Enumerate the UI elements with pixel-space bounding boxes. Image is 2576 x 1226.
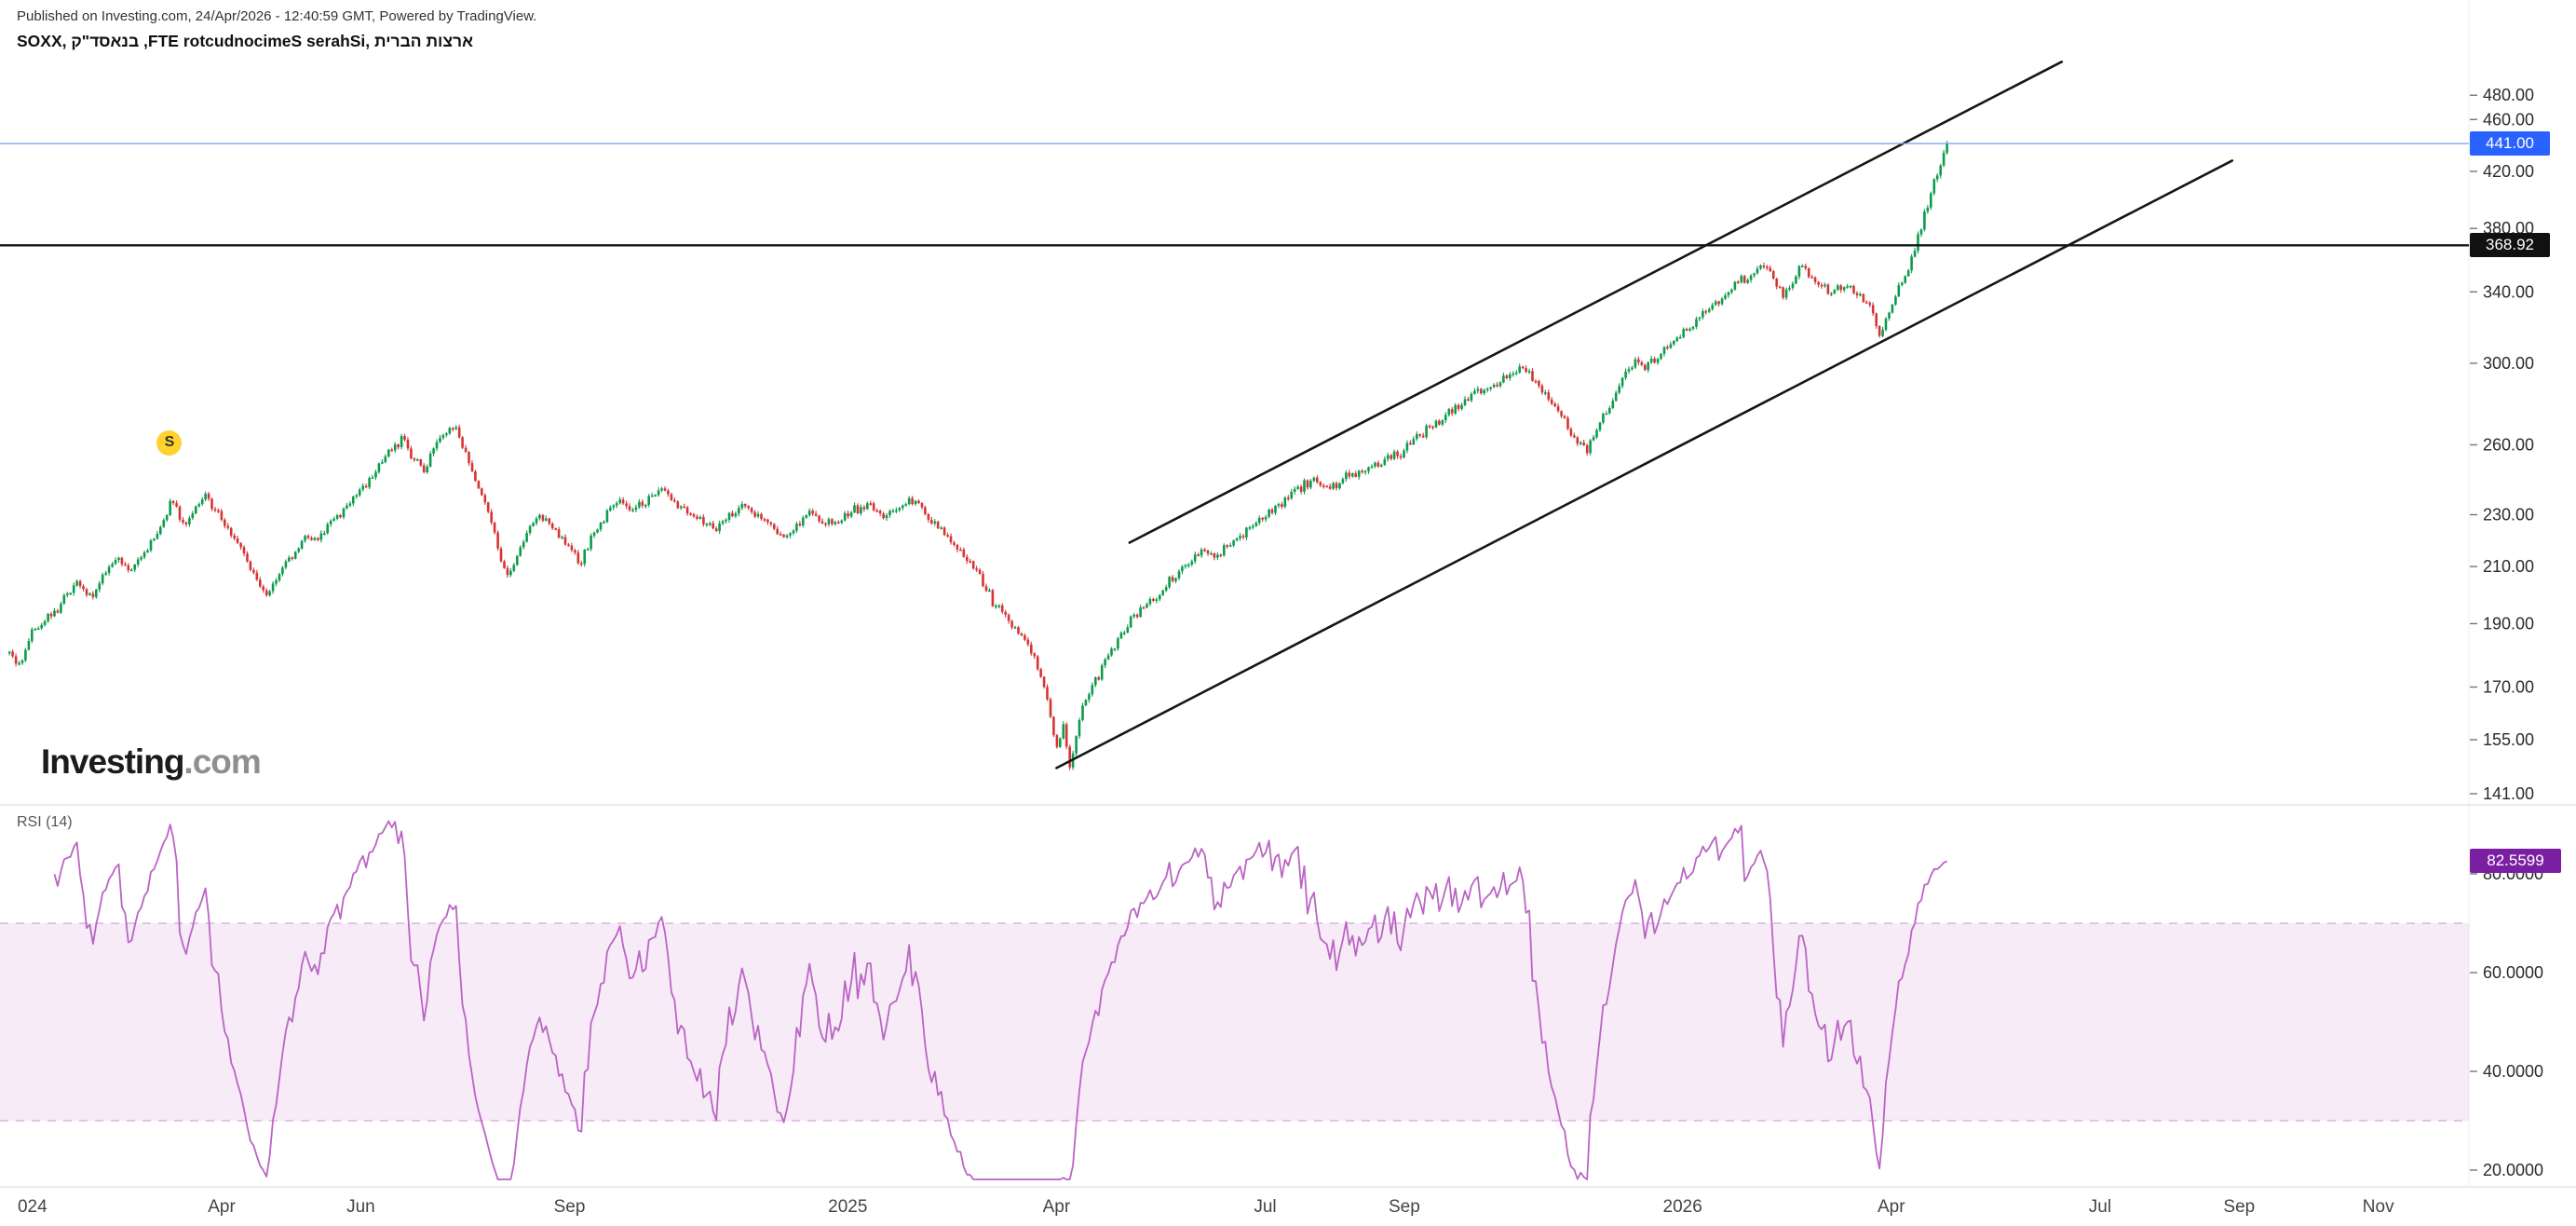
price-tick-label: 155.00 xyxy=(2483,730,2534,749)
price-tick-label: 460.00 xyxy=(2483,110,2534,129)
time-axis-label: Nov xyxy=(2363,1197,2394,1217)
price-tick-label: 141.00 xyxy=(2483,784,2534,803)
investing-logo: Investing.com xyxy=(41,742,262,782)
symbol-title: SOXX, ק"דסאנב ,FTE rotcudnocimeS serahSi… xyxy=(17,32,473,50)
publish-info: Published on Investing.com, 24/Apr/2026 … xyxy=(17,8,537,24)
price-tick-label: 190.00 xyxy=(2483,614,2534,633)
time-axis-label: 024 xyxy=(18,1197,47,1217)
price-tick-label: 420.00 xyxy=(2483,162,2534,181)
rsi-tick-label: 60.0000 xyxy=(2483,963,2543,982)
time-axis-label: Apr xyxy=(1878,1197,1905,1217)
time-axis-label: Jun xyxy=(346,1197,375,1217)
price-tick-label: 230.00 xyxy=(2483,505,2534,524)
time-axis: 024 Apr Jun Sep 2025 Apr Jul Sep 2026 Apr Jul Sep No… xyxy=(18,1197,2394,1217)
time-axis-label: Apr xyxy=(208,1197,236,1217)
time-axis-label: Sep xyxy=(2223,1197,2255,1217)
last-price-value: 441.00 xyxy=(2486,134,2534,153)
trend-channel xyxy=(1055,61,2234,770)
time-axis-label: 2025 xyxy=(828,1197,867,1217)
time-axis-label: Sep xyxy=(1389,1197,1420,1217)
split-marker: S xyxy=(156,429,183,456)
time-axis-label: Sep xyxy=(554,1197,586,1217)
rsi-tick-label: 40.0000 xyxy=(2483,1062,2543,1081)
price-tick-label: 170.00 xyxy=(2483,677,2534,696)
price-tick-label: 260.00 xyxy=(2483,435,2534,454)
time-axis-label: Apr xyxy=(1043,1197,1071,1217)
investing-logo-brand: Investing xyxy=(41,742,184,781)
price-tick-label: 210.00 xyxy=(2483,557,2534,576)
price-axis: 480.00 460.00 420.00 380.00 340.00 300.00 260.… xyxy=(2470,86,2543,1179)
price-tick-label: 380.00 xyxy=(2483,219,2534,238)
price-tick-label: 300.00 xyxy=(2483,354,2534,373)
pane-separators xyxy=(0,0,2576,1188)
rsi-band xyxy=(0,922,2469,1122)
rsi-value-badge: 82.5599 xyxy=(2470,849,2561,874)
time-axis-label: Jul xyxy=(2089,1197,2111,1217)
time-axis-label: Jul xyxy=(1254,1197,1276,1217)
rsi-indicator-label: RSI (14) xyxy=(17,814,73,830)
time-axis-label: 2026 xyxy=(1663,1197,1702,1217)
candlestick-series xyxy=(7,141,1948,770)
rsi-line xyxy=(53,820,1947,1180)
last-price-badge: 441.00 xyxy=(2470,131,2550,157)
investing-logo-suffix: .com xyxy=(183,742,261,781)
price-tick-label: 340.00 xyxy=(2483,282,2534,301)
level-price-value: 368.92 xyxy=(2486,236,2534,254)
rsi-tick-label: 20.0000 xyxy=(2483,1161,2543,1179)
horizontal-lines xyxy=(0,143,2469,247)
price-tick-label: 480.00 xyxy=(2483,86,2534,104)
level-price-badge: 368.92 xyxy=(2470,233,2550,258)
rsi-value: 82.5599 xyxy=(2487,851,2544,870)
